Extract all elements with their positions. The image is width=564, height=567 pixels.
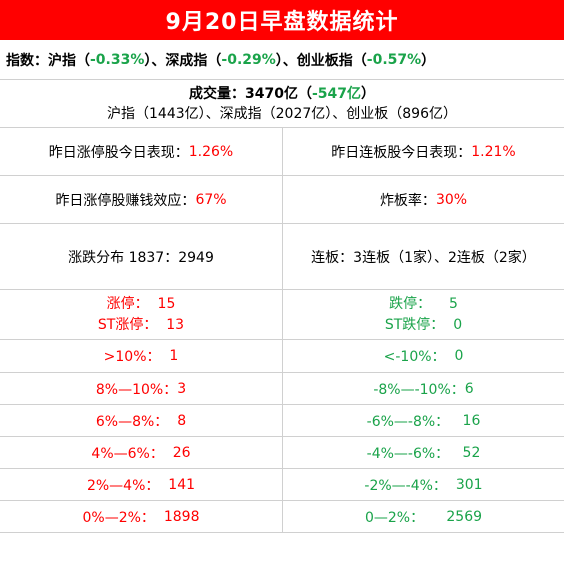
st-dt-line: ST跌停： 0 xyxy=(385,315,462,336)
dt-value: 5 xyxy=(448,295,458,312)
range-row: 6%—8%： 8 -6%—-8%： 16 xyxy=(0,405,564,437)
zt-money-cell: 昨日涨停股赚钱效应： 67% xyxy=(0,176,282,223)
volume-suffix: ） xyxy=(361,85,375,102)
range-down-value: 16 xyxy=(462,412,481,429)
st-dt-label: ST跌停： xyxy=(384,316,445,333)
range-up-label: 6%—8%： xyxy=(95,413,169,430)
range-down-value: 301 xyxy=(455,476,483,493)
volume-label: 成交量：3470亿（ xyxy=(188,85,312,102)
range-row: 2%—4%： 141 -2%—-4%： 301 xyxy=(0,469,564,501)
index-suffix: ） xyxy=(421,52,436,69)
range-up-cell: 6%—8%： 8 xyxy=(0,405,282,436)
zb-label: 炸板率： xyxy=(379,192,436,209)
range-up-label: 4%—6%： xyxy=(91,445,164,462)
cy-index-change: -0.57% xyxy=(366,51,422,68)
index-row: 指数：沪指（ -0.33% ）、深成指（ -0.29% ）、创业板指（ -0.5… xyxy=(0,40,564,80)
volume-breakdown: 沪指（1443亿）、深成指（2027亿）、创业板（896亿） xyxy=(107,105,457,122)
zb-value: 30% xyxy=(435,191,468,208)
range-up-cell: 0%—2%： 1898 xyxy=(0,501,282,532)
range-up-cell: 8%—10%： 3 xyxy=(0,373,282,404)
perf-row: 昨日涨停股今日表现： 1.26% 昨日连板股今日表现： 1.21% xyxy=(0,128,564,176)
range-up-label: 8%—10%： xyxy=(95,381,178,398)
index-prefix: 指数：沪指（ xyxy=(6,52,90,69)
st-zt-line: ST涨停： 13 xyxy=(98,315,184,336)
dist-row: 涨跌分布 1837：2949 连板：3连板（1家）、2连板（2家） xyxy=(0,224,564,290)
range-down-cell: -6%—-8%： 16 xyxy=(282,405,564,436)
volume-change: -547亿 xyxy=(311,85,361,102)
limit-down-cell: 跌停： 5 ST跌停： 0 xyxy=(282,290,564,339)
lb-perf-cell: 昨日连板股今日表现： 1.21% xyxy=(282,128,564,175)
range-up-value: 1 xyxy=(169,348,179,364)
range-down-cell: -4%—-6%： 52 xyxy=(282,437,564,468)
st-zt-value: 13 xyxy=(166,316,185,333)
range-down-value: 6 xyxy=(464,380,474,397)
st-dt-value: 0 xyxy=(453,316,463,333)
range-up-label: >10%： xyxy=(103,349,161,365)
lb-perf-label: 昨日连板股今日表现： xyxy=(331,144,472,161)
zt-perf-cell: 昨日涨停股今日表现： 1.26% xyxy=(0,128,282,175)
zt-money-label: 昨日涨停股赚钱效应： xyxy=(55,192,196,209)
dt-label: 跌停： xyxy=(389,295,432,312)
page-title: 9月20日早盘数据统计 xyxy=(0,0,564,40)
range-down-label: <-10%： xyxy=(383,349,446,365)
sh-index-change: -0.33% xyxy=(90,51,145,68)
range-up-label: 2%—4%： xyxy=(86,477,160,494)
range-down-value: 0 xyxy=(454,348,464,364)
range-down-cell: -8%—-10%： 6 xyxy=(282,373,564,404)
range-down-label: -2%—-4%： xyxy=(364,477,447,494)
range-up-label: 0%—2%： xyxy=(82,509,155,526)
lb-perf-value: 1.21% xyxy=(471,143,516,160)
limit-row: 涨停： 15 ST涨停： 13 跌停： 5 ST跌停： 0 xyxy=(0,290,564,340)
zt-value: 15 xyxy=(157,295,176,312)
limit-up-cell: 涨停： 15 ST涨停： 13 xyxy=(0,290,282,339)
range-down-cell: <-10%： 0 xyxy=(282,340,564,372)
index-sep-1: ）、深成指（ xyxy=(144,52,222,69)
dt-line: 跌停： 5 xyxy=(389,294,458,315)
range-up-value: 26 xyxy=(172,444,191,461)
range-row: 0%—2%： 1898 0—2%： 2569 xyxy=(0,501,564,533)
volume-row: 成交量：3470亿（-547亿） 沪指（1443亿）、深成指（2027亿）、创业… xyxy=(0,80,564,128)
range-up-cell: 4%—6%： 26 xyxy=(0,437,282,468)
range-down-label: 0—2%： xyxy=(364,509,425,526)
range-down-cell: -2%—-4%： 301 xyxy=(282,469,564,500)
range-up-value: 1898 xyxy=(163,508,200,525)
sz-index-change: -0.29% xyxy=(221,51,276,68)
range-up-value: 3 xyxy=(177,380,187,397)
zt-money-value: 67% xyxy=(195,191,227,208)
zt-label: 涨停： xyxy=(106,295,149,312)
range-down-label: -4%—-6%： xyxy=(366,445,450,462)
range-down-label: -6%—-8%： xyxy=(366,413,450,430)
range-up-value: 141 xyxy=(168,476,196,493)
money-row: 昨日涨停股赚钱效应： 67% 炸板率： 30% xyxy=(0,176,564,224)
range-up-cell: 2%—4%： 141 xyxy=(0,469,282,500)
range-row: 4%—6%： 26 -4%—-6%： 52 xyxy=(0,437,564,469)
range-down-value: 52 xyxy=(462,444,481,461)
zt-line: 涨停： 15 xyxy=(107,294,176,315)
dist-cell: 涨跌分布 1837：2949 xyxy=(68,249,214,266)
zt-perf-value: 1.26% xyxy=(188,143,234,160)
range-down-label: -8%—-10%： xyxy=(373,381,465,398)
range-row: 8%—10%： 3 -8%—-10%： 6 xyxy=(0,373,564,405)
range-row: >10%： 1 <-10%： 0 xyxy=(0,340,564,373)
volume-total: 成交量：3470亿（-547亿） xyxy=(189,84,375,104)
index-sep-2: ）、创业板指（ xyxy=(275,52,367,69)
st-zt-label: ST涨停： xyxy=(97,316,158,333)
range-up-value: 8 xyxy=(177,412,187,429)
zt-perf-label: 昨日涨停股今日表现： xyxy=(48,144,189,161)
zb-cell: 炸板率： 30% xyxy=(282,176,564,223)
lianban-cell: 连板：3连板（1家）、2连板（2家） xyxy=(282,224,564,289)
range-up-cell: >10%： 1 xyxy=(0,340,282,372)
range-down-value: 2569 xyxy=(446,508,483,525)
range-down-cell: 0—2%： 2569 xyxy=(282,501,564,532)
